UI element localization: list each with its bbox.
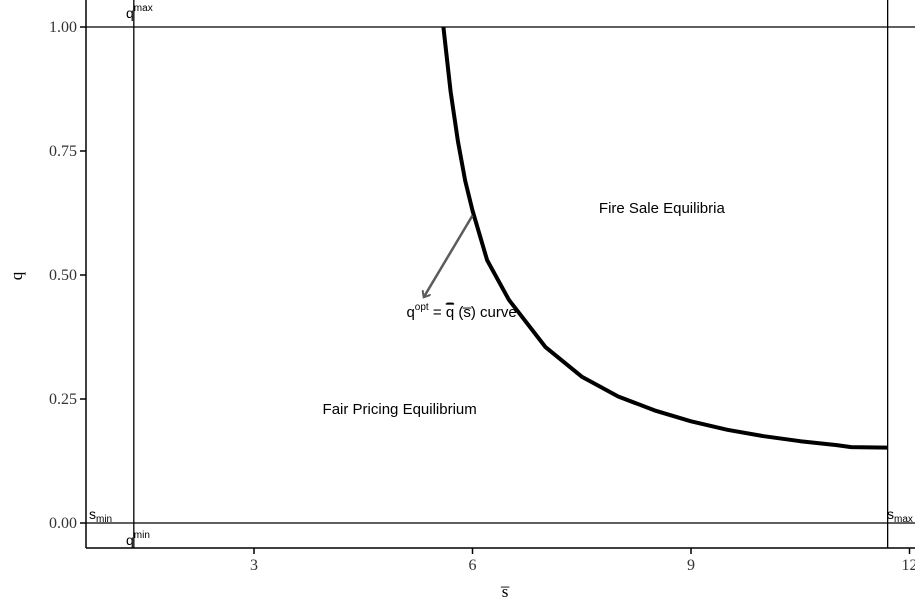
x-tick-label: 9 [687,557,695,574]
annotation-arrow [424,214,474,297]
fire-sale-label: Fire Sale Equilibria [599,200,726,217]
fair-pricing-label: Fair Pricing Equilibrium [323,401,477,418]
q-opt-curve [441,26,888,450]
s-max-label: smax [887,506,913,525]
y-ticks: 0.00 0.25 0.50 0.75 1.00 [49,19,86,532]
y-tick-label: 0.25 [49,391,77,408]
y-tick-label: 0.50 [49,267,77,284]
y-tick-label: 1.00 [49,19,77,36]
x-tick-label: 12 [902,557,915,574]
x-tick-label: 6 [469,557,477,574]
y-tick-label: 0.75 [49,143,77,160]
curve-label: qopt = q (s̅) curve [406,302,516,321]
y-axis-label: q [7,271,26,280]
y-tick-label: 0.00 [49,515,77,532]
reference-lines [86,0,915,548]
x-ticks: 3 6 9 12 [250,548,915,574]
x-tick-label: 3 [250,557,258,574]
q-max-label: qmax [126,3,153,21]
x-axis-label: s̅ [500,582,510,601]
s-min-label: smin [89,506,112,525]
q-min-label: qmin [126,530,150,548]
